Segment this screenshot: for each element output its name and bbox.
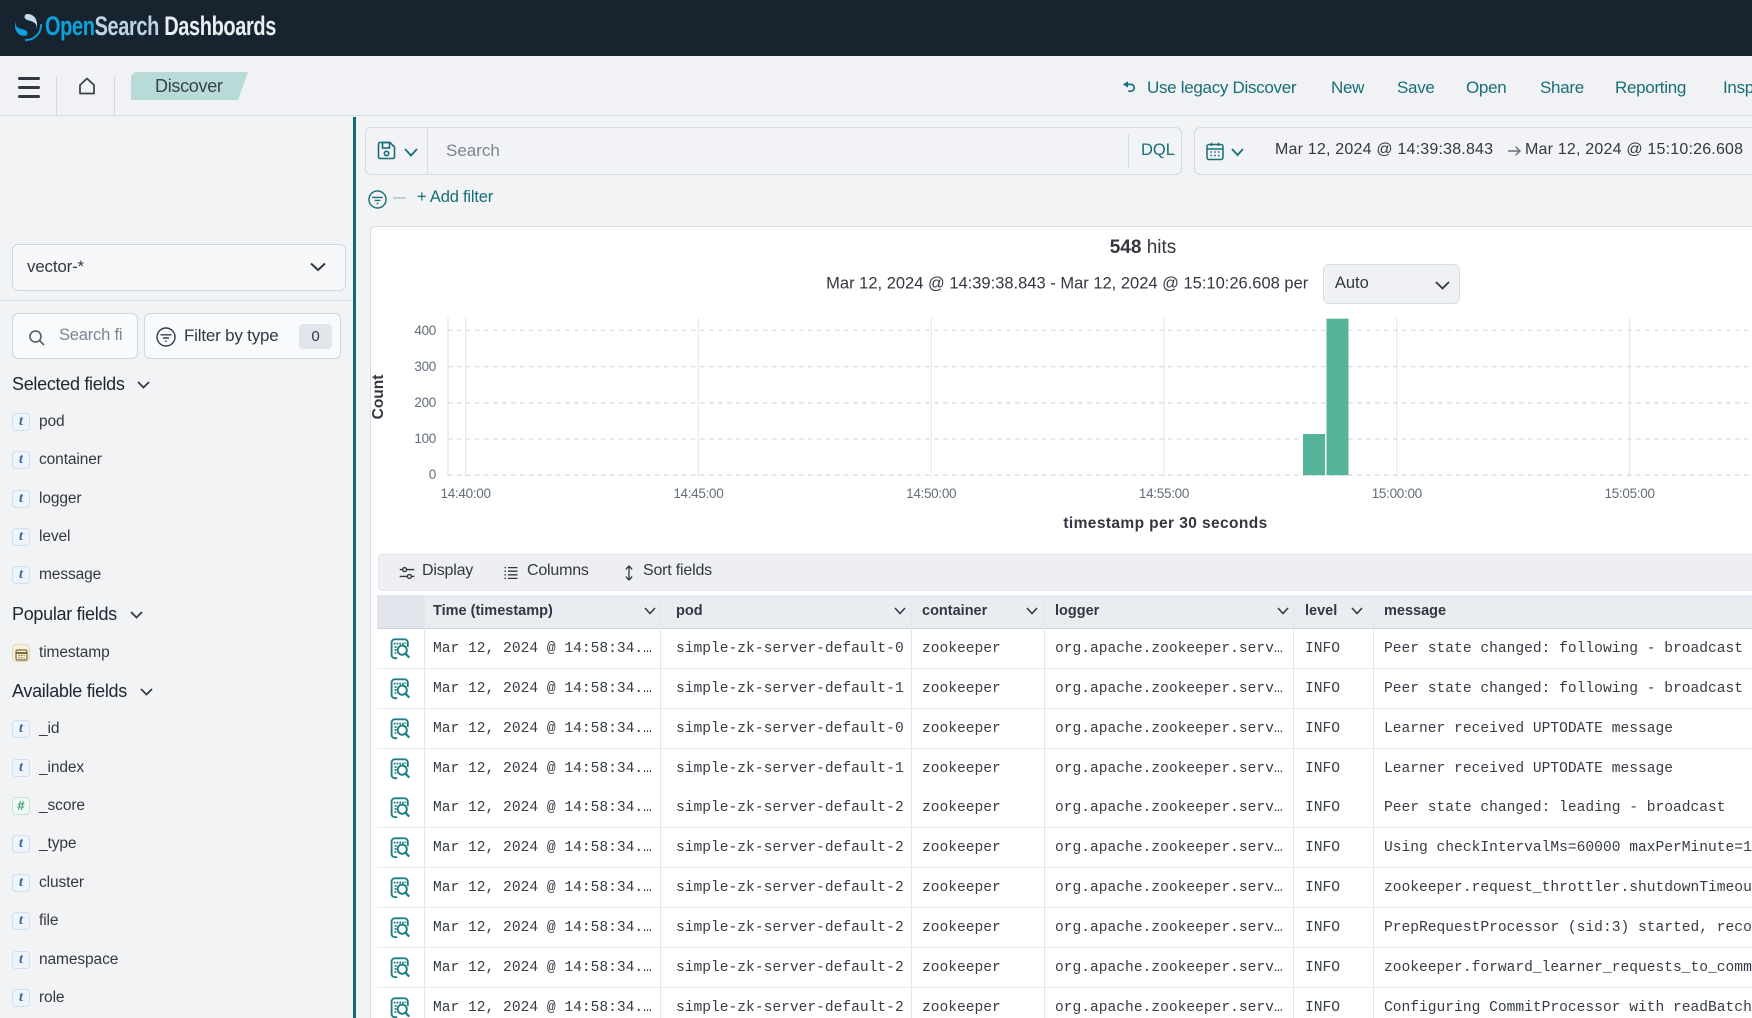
svg-text:200: 200 [414,395,436,410]
svg-text:100: 100 [414,431,436,446]
svg-text:Count: Count [370,375,387,420]
svg-text:300: 300 [414,359,436,374]
svg-text:14:55:00: 14:55:00 [1139,486,1189,501]
svg-text:15:00:00: 15:00:00 [1372,486,1422,501]
svg-text:14:45:00: 14:45:00 [673,486,723,501]
svg-text:14:50:00: 14:50:00 [906,486,956,501]
svg-text:0: 0 [429,467,436,482]
svg-text:14:40:00: 14:40:00 [441,486,491,501]
svg-text:15:05:00: 15:05:00 [1605,486,1655,501]
svg-text:400: 400 [414,323,436,338]
